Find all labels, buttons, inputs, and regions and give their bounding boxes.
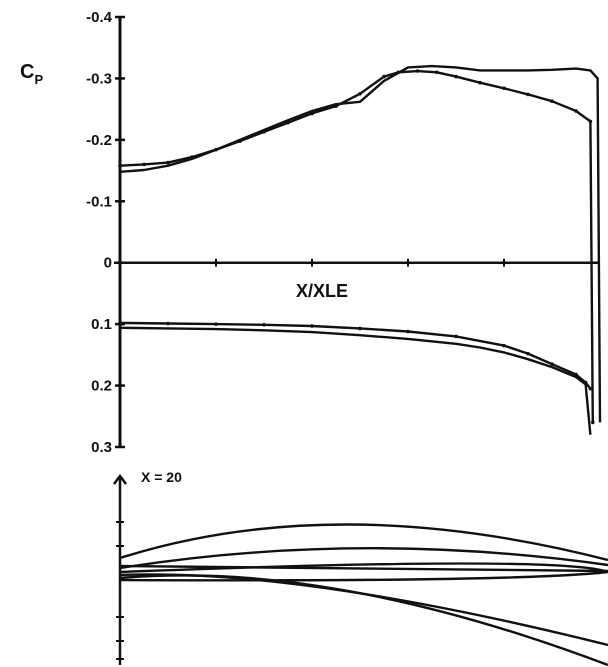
data-point xyxy=(502,86,506,91)
data-point xyxy=(526,351,530,356)
data-point xyxy=(478,80,482,85)
y-tick-label: 0 xyxy=(104,255,112,272)
data-point xyxy=(382,74,386,79)
data-point xyxy=(550,99,554,103)
y-tick-label: 0.3 xyxy=(91,439,112,456)
data-point xyxy=(166,321,170,326)
data-point xyxy=(588,386,593,391)
data-point xyxy=(550,362,554,366)
data-point xyxy=(166,160,170,165)
ylabel-subscript: P xyxy=(34,72,43,87)
data-point xyxy=(406,329,410,334)
section-profile-group xyxy=(113,473,608,667)
y-tick-label: -0.2 xyxy=(86,132,112,149)
data-point xyxy=(574,109,578,113)
data-point xyxy=(118,163,122,168)
data-point xyxy=(574,372,578,377)
data-point xyxy=(454,74,458,79)
series-line-1 xyxy=(119,69,594,423)
series-line-4 xyxy=(119,321,592,390)
data-point xyxy=(358,91,362,96)
y-tick-label: -0.3 xyxy=(86,70,112,87)
data-point xyxy=(142,162,146,167)
axes-group: -0.4 -0.3 -0.2 -0.1 0 0.1 0.2 0.3 xyxy=(86,9,600,456)
data-point xyxy=(118,321,122,325)
section-curve-5 xyxy=(119,573,608,647)
y-tick-label: 0.2 xyxy=(91,378,112,395)
section-curve-4 xyxy=(119,562,608,582)
section-annotation: X = 20 xyxy=(141,469,182,485)
series-group xyxy=(118,64,602,435)
ylabel: CP xyxy=(20,61,43,87)
section-curve-1 xyxy=(119,523,608,562)
section-curve-3 xyxy=(119,564,608,573)
section-curve-6 xyxy=(119,574,608,667)
data-point xyxy=(454,334,458,339)
data-point xyxy=(310,324,314,328)
xlabel: X/XLE xyxy=(296,281,348,301)
data-point xyxy=(526,92,530,97)
data-point xyxy=(214,322,218,326)
section-axis-arrow xyxy=(113,473,127,485)
y-tick-label: -0.4 xyxy=(86,9,113,26)
data-point xyxy=(583,380,588,385)
data-point xyxy=(591,420,595,425)
data-point xyxy=(358,326,362,331)
series-line-3 xyxy=(119,326,592,435)
y-tick-label: -0.1 xyxy=(86,193,112,210)
data-point xyxy=(588,119,593,124)
section-curve-2 xyxy=(119,547,608,570)
data-point xyxy=(262,322,266,327)
data-point xyxy=(502,343,506,348)
data-point xyxy=(415,69,420,73)
data-point xyxy=(435,70,439,75)
series-line-2 xyxy=(119,64,602,423)
y-tick-label: 0.1 xyxy=(91,316,112,333)
